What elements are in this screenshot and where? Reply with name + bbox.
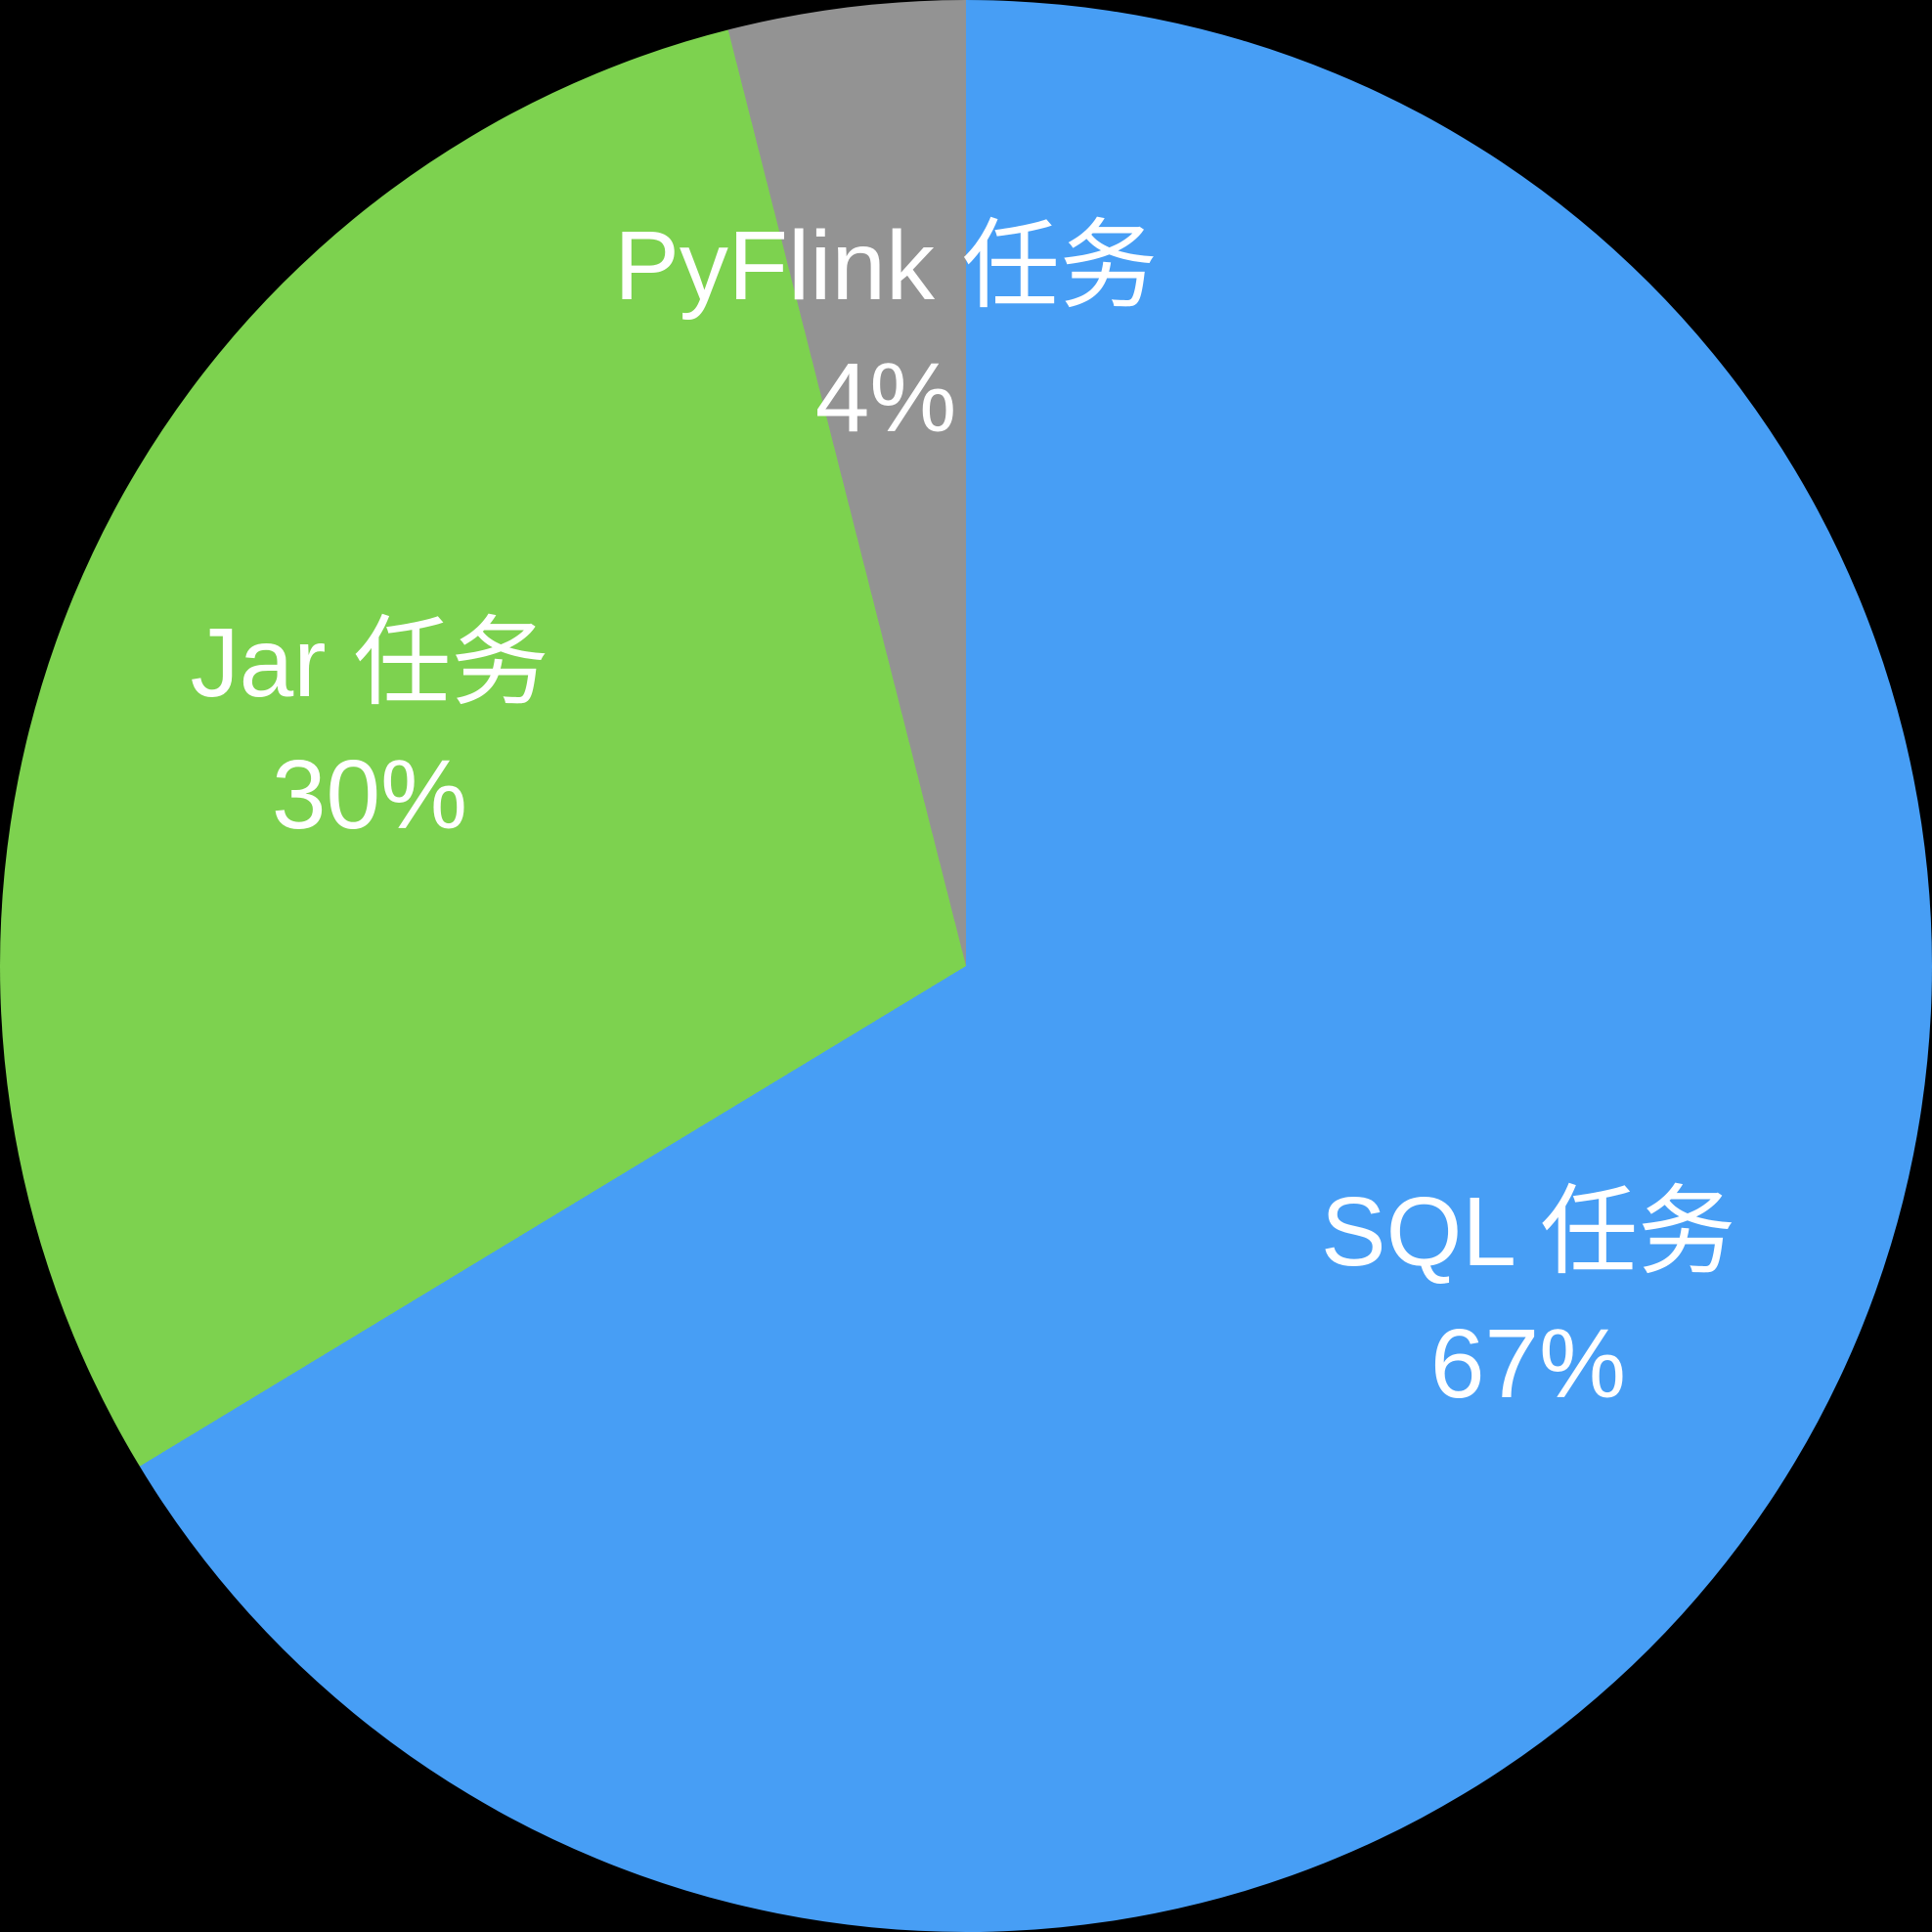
slice-label-sql-percent: 67%	[1429, 1309, 1627, 1419]
slice-label-sql: SQL 任务 67%	[1321, 1166, 1735, 1430]
slice-label-jar-name: Jar 任务	[190, 608, 549, 718]
slice-label-jar: Jar 任务 30%	[191, 597, 549, 861]
slice-label-pyflink: PyFlink 任务 4%	[614, 200, 1158, 464]
slice-label-sql-name: SQL 任务	[1320, 1177, 1736, 1287]
slice-label-pyflink-name: PyFlink 任务	[614, 211, 1158, 321]
slice-label-pyflink-percent: 4%	[814, 343, 957, 453]
slice-label-jar-percent: 30%	[271, 740, 468, 850]
